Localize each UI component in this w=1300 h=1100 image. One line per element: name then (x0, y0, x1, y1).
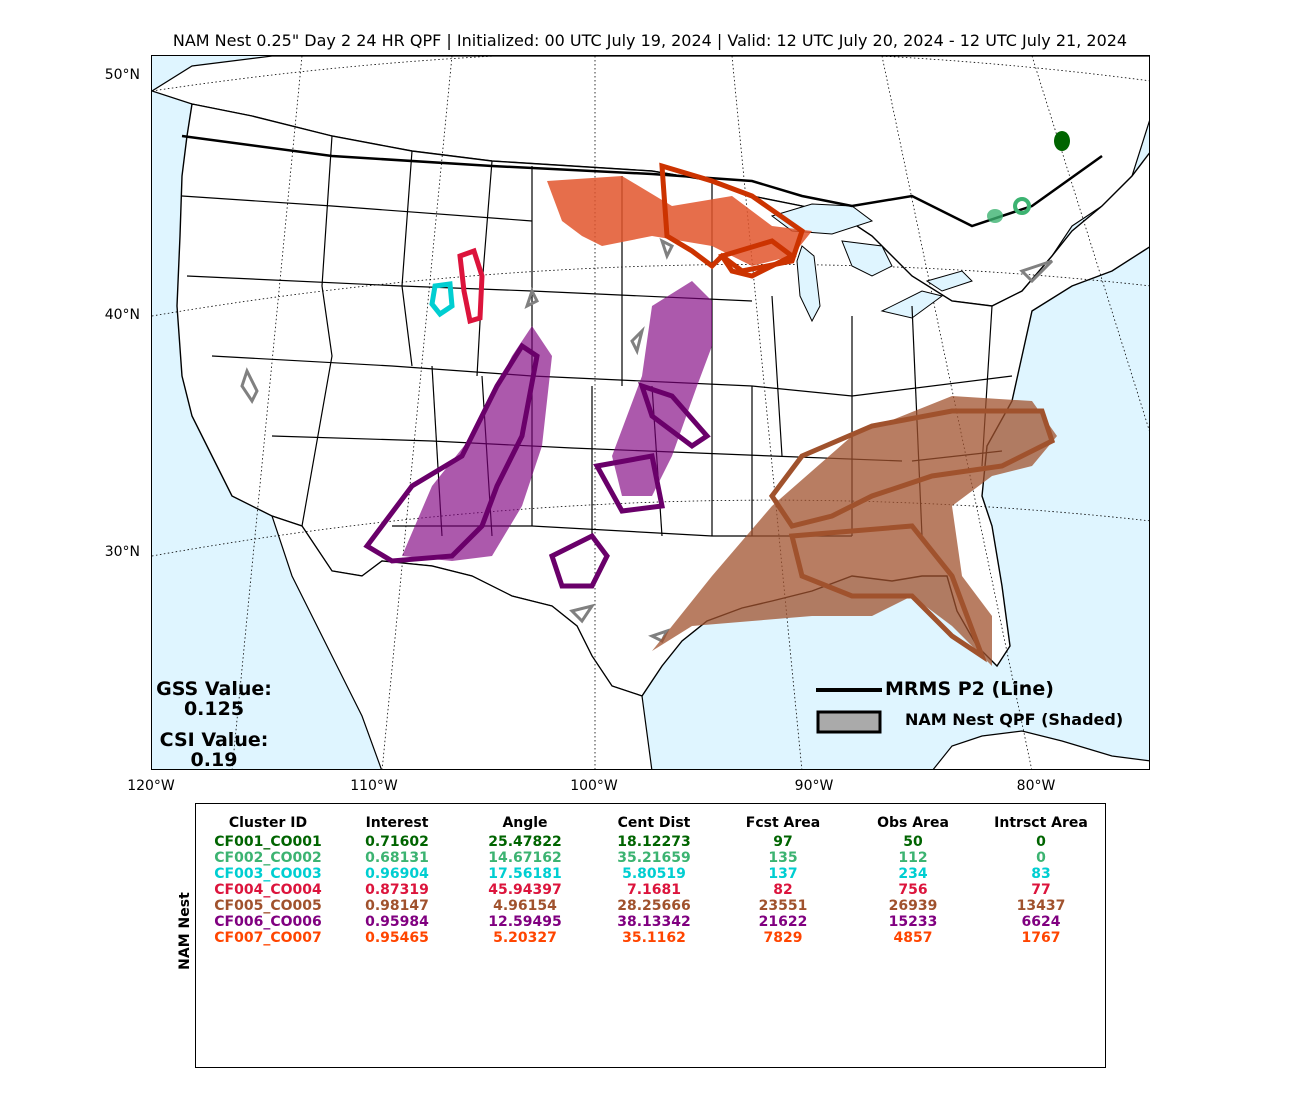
cell-obs-area: 26939 (888, 898, 938, 914)
cuba-island (932, 730, 1149, 769)
cell-interest: 0.68131 (365, 850, 429, 866)
cell-angle: 5.20327 (493, 930, 557, 946)
cell-interest: 0.71602 (365, 834, 429, 850)
cell-obs-area: 4857 (893, 930, 933, 946)
cell-cent-dist: 18.12273 (617, 834, 691, 850)
cell-fcst-area: 97 (773, 834, 793, 850)
cell-obs-area: 756 (898, 882, 928, 898)
lon-label-100w: 100°W (570, 778, 618, 794)
cluster-cf005 (652, 396, 1057, 666)
cell-obs-area: 112 (898, 850, 928, 866)
cell-obs-area: 50 (903, 834, 923, 850)
cell-fcst-area: 7829 (763, 930, 803, 946)
legend-line-label: MRMS P2 (Line) (885, 678, 1054, 700)
cell-cluster-id: CF001_CO001 (214, 834, 322, 850)
gss-value: 0.125 (183, 698, 245, 720)
cell-interest: 0.95465 (365, 930, 429, 946)
cell-obs-area: 15233 (888, 914, 938, 930)
cell-intrsct-area: 0 (1036, 834, 1046, 850)
cell-angle: 17.56181 (488, 866, 562, 882)
gss-label: GSS Value: (156, 678, 272, 700)
lon-label-120w: 120°W (127, 778, 175, 794)
cell-intrsct-area: 83 (1031, 866, 1051, 882)
cell-cluster-id: CF003_CO003 (214, 866, 322, 882)
cell-cent-dist: 38.13342 (617, 914, 691, 930)
cell-cluster-id: CF005_CO005 (214, 898, 322, 914)
cell-fcst-area: 137 (768, 866, 798, 882)
cell-angle: 12.59495 (488, 914, 562, 930)
cell-cent-dist: 7.1681 (626, 882, 682, 898)
cell-angle: 4.96154 (493, 898, 557, 914)
cell-fcst-area: 21622 (758, 914, 808, 930)
cell-intrsct-area: 1767 (1021, 930, 1061, 946)
cell-intrsct-area: 6624 (1021, 914, 1061, 930)
cell-fcst-area: 82 (773, 882, 793, 898)
cluster-cf002 (987, 197, 1031, 223)
cell-cent-dist: 28.25666 (617, 898, 691, 914)
header-interest: Interest (365, 815, 429, 831)
cell-angle: 25.47822 (488, 834, 562, 850)
header-cent-dist: Cent Dist (617, 815, 691, 831)
legend-shaded-label: NAM Nest QPF (Shaded) (905, 710, 1124, 729)
cell-cent-dist: 35.1162 (622, 930, 686, 946)
cell-interest: 0.95984 (365, 914, 429, 930)
header-cluster-id: Cluster ID (228, 815, 308, 831)
header-intrsct-area: Intrsct Area (994, 815, 1088, 831)
cluster-cf003 (429, 281, 455, 318)
cell-intrsct-area: 0 (1036, 850, 1046, 866)
header-obs-area: Obs Area (877, 815, 949, 831)
csi-value: 0.19 (190, 749, 238, 771)
cell-cluster-id: CF007_CO007 (214, 930, 322, 946)
cell-obs-area: 234 (898, 866, 928, 882)
map-canvas (152, 56, 1149, 769)
cluster-cf004 (457, 247, 485, 325)
header-angle: Angle (502, 815, 548, 831)
cell-intrsct-area: 77 (1031, 882, 1051, 898)
model-label: NAM Nest (177, 892, 193, 970)
lon-label-80w: 80°W (1016, 778, 1056, 794)
cluster-cf006 (363, 281, 712, 589)
cluster-table (195, 803, 1106, 1068)
cell-interest: 0.98147 (365, 898, 429, 914)
csi-label: CSI Value: (159, 729, 269, 751)
cell-interest: 0.87319 (365, 882, 429, 898)
cell-angle: 14.67162 (488, 850, 562, 866)
lon-label-110w: 110°W (350, 778, 398, 794)
cell-fcst-area: 135 (768, 850, 798, 866)
cell-cluster-id: CF006_CO006 (214, 914, 322, 930)
lon-label-90w: 90°W (794, 778, 834, 794)
mexico-land (271, 515, 653, 769)
cell-cluster-id: CF004_CO004 (214, 882, 322, 898)
cluster-cf007 (547, 162, 812, 279)
cell-fcst-area: 23551 (758, 898, 808, 914)
qpf-map (151, 55, 1150, 770)
great-lakes (770, 203, 973, 323)
cell-cluster-id: CF002_CO002 (214, 850, 322, 866)
obs-only-outlines (240, 238, 1054, 644)
legend-glyphs (816, 688, 882, 734)
cell-interest: 0.96904 (365, 866, 429, 882)
cell-intrsct-area: 13437 (1016, 898, 1066, 914)
cluster-cf001 (1054, 131, 1070, 151)
cell-cent-dist: 35.21659 (617, 850, 691, 866)
lat-label-50: 50°N (104, 67, 140, 83)
map-title: NAM Nest 0.25" Day 2 24 HR QPF | Initial… (172, 31, 1128, 50)
lat-label-30: 30°N (104, 544, 140, 560)
lat-label-40: 40°N (104, 307, 140, 323)
header-fcst-area: Fcst Area (745, 815, 821, 831)
cell-cent-dist: 5.80519 (622, 866, 686, 882)
cell-angle: 45.94397 (488, 882, 562, 898)
